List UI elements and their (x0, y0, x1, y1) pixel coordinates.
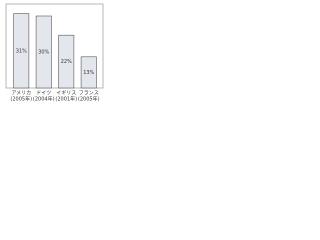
x-tick-label: ドイツ (36, 91, 51, 97)
x-tick-label: (2005年) (10, 96, 32, 103)
value-label: 30% (38, 50, 49, 56)
bar (35, 15, 52, 89)
bar (80, 56, 97, 89)
value-label: 31% (16, 48, 27, 54)
bar (13, 13, 30, 89)
value-label: 13% (83, 70, 94, 76)
x-tick-label: アメリカ (11, 91, 31, 97)
x-tick-label: (2004年) (33, 96, 55, 103)
value-label: 22% (61, 59, 72, 65)
chart: 31%アメリカ(2005年)30%ドイツ(2004年)22%イギリス(2001年… (5, 3, 104, 103)
bar (58, 34, 75, 89)
x-tick-label: (2005年) (78, 96, 100, 103)
x-tick-label: イギリス (56, 91, 76, 97)
x-tick-label: (2001年) (55, 96, 77, 103)
x-tick-label: フランス (79, 91, 99, 97)
